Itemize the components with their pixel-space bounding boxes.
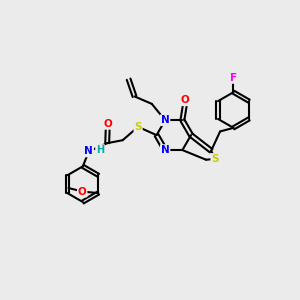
Text: S: S [211,154,219,164]
Text: N: N [84,146,93,157]
Text: N: N [161,145,170,155]
Text: N: N [161,115,170,125]
Text: S: S [134,122,142,132]
Text: O: O [78,187,87,196]
Text: O: O [181,95,190,105]
Text: H: H [96,145,104,155]
Text: O: O [103,119,112,129]
Text: F: F [230,73,237,83]
